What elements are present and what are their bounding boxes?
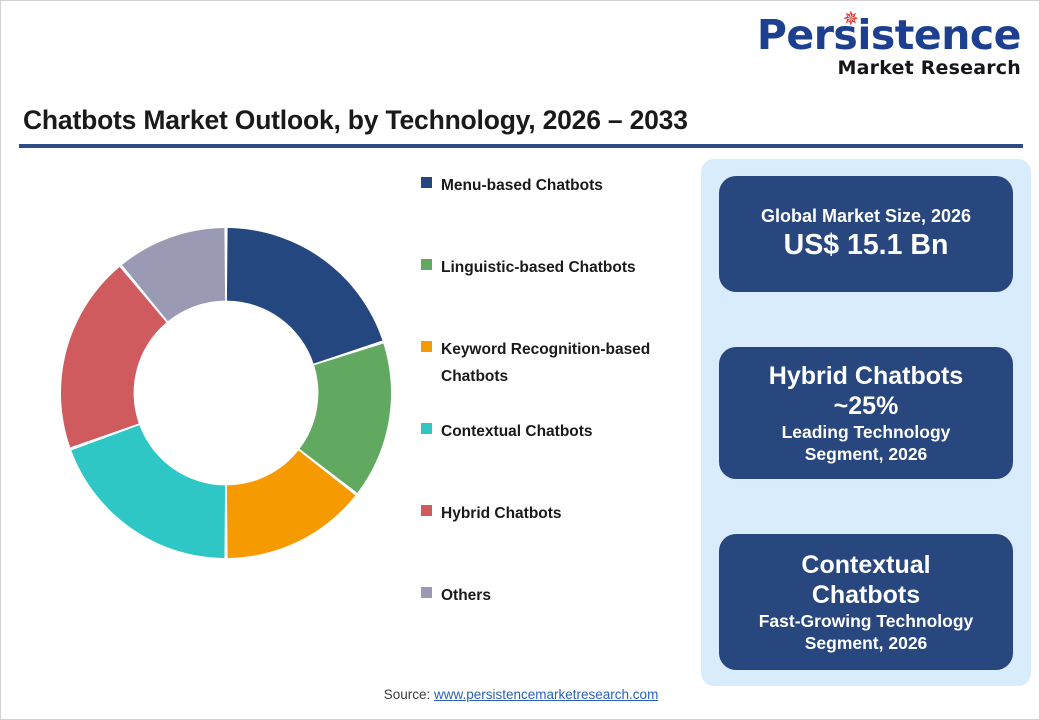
highlight-card-fastest-segment: Contextual Chatbots Fast-Growing Technol…: [719, 534, 1013, 670]
card-fastest-segment-caption-line2: Segment, 2026: [804, 632, 928, 653]
donut-chart: [51, 197, 401, 597]
legend-item-linguistic-based: Linguistic-based Chatbots: [421, 255, 706, 337]
legend-swatch-icon: [421, 341, 432, 352]
donut-slice: [122, 228, 226, 322]
card-leading-segment-caption-line1: Leading Technology: [781, 421, 951, 442]
page-title: Chatbots Market Outlook, by Technology, …: [23, 105, 688, 135]
legend-swatch-icon: [421, 259, 432, 270]
donut-slice: [226, 228, 383, 364]
card-market-size-value: US$ 15.1 Bn: [783, 228, 949, 261]
donut-chart-svg: [61, 228, 391, 558]
legend-label: Hybrid Chatbots: [441, 505, 562, 522]
legend-item-contextual: Contextual Chatbots: [421, 419, 706, 501]
legend-swatch-icon: [421, 423, 432, 434]
highlight-card-leading-segment: Hybrid Chatbots ~25% Leading Technology …: [719, 347, 1013, 479]
legend-label: Contextual Chatbots: [441, 423, 593, 440]
legend-item-others: Others: [421, 583, 706, 665]
source-link[interactable]: www.persistencemarketresearch.com: [433, 687, 659, 702]
highlight-panel: Global Market Size, 2026 US$ 15.1 Bn Hyb…: [701, 159, 1031, 686]
legend-swatch-icon: [421, 177, 432, 188]
legend-swatch-icon: [421, 587, 432, 598]
donut-slice: [299, 343, 391, 493]
legend-swatch-icon: [421, 505, 432, 516]
legend-label: Menu-based Chatbots: [441, 177, 603, 194]
card-market-size-label: Global Market Size, 2026: [760, 205, 972, 226]
title-divider: [19, 144, 1023, 148]
legend-label: Linguistic-based Chatbots: [441, 259, 636, 276]
donut-slice: [226, 450, 356, 558]
card-fastest-segment-caption-line1: Fast-Growing Technology: [758, 610, 974, 631]
red-asterisk-icon: ✵: [842, 8, 859, 30]
source-footer: Source: www.persistencemarketresearch.co…: [1, 687, 1040, 702]
card-leading-segment-name: Hybrid Chatbots: [768, 361, 964, 390]
source-prefix: Source:: [383, 687, 431, 702]
company-logo: Persistence ✵ Market Research: [756, 8, 1022, 79]
legend-item-keyword-recognition-based: Keyword Recognition-based Chatbots: [421, 337, 706, 419]
highlight-card-market-size: Global Market Size, 2026 US$ 15.1 Bn: [719, 176, 1013, 292]
logo-brand-name: Persistence ✵: [756, 8, 1022, 59]
legend-label: Keyword Recognition-based Chatbots: [441, 341, 651, 385]
legend-item-menu-based: Menu-based Chatbots: [421, 173, 706, 255]
card-leading-segment-share: ~25%: [833, 392, 899, 421]
card-fastest-segment-name-line1: Contextual: [801, 550, 931, 579]
card-fastest-segment-name-line2: Chatbots: [811, 581, 921, 610]
legend-label: Others: [441, 587, 491, 604]
donut-slices: [61, 228, 391, 558]
logo-subtitle: Market Research: [837, 57, 1021, 79]
card-leading-segment-caption-line2: Segment, 2026: [804, 443, 928, 464]
chart-legend: Menu-based Chatbots Linguistic-based Cha…: [421, 173, 706, 665]
donut-slice: [71, 425, 226, 558]
donut-slice: [61, 266, 167, 448]
legend-item-hybrid: Hybrid Chatbots: [421, 501, 706, 583]
